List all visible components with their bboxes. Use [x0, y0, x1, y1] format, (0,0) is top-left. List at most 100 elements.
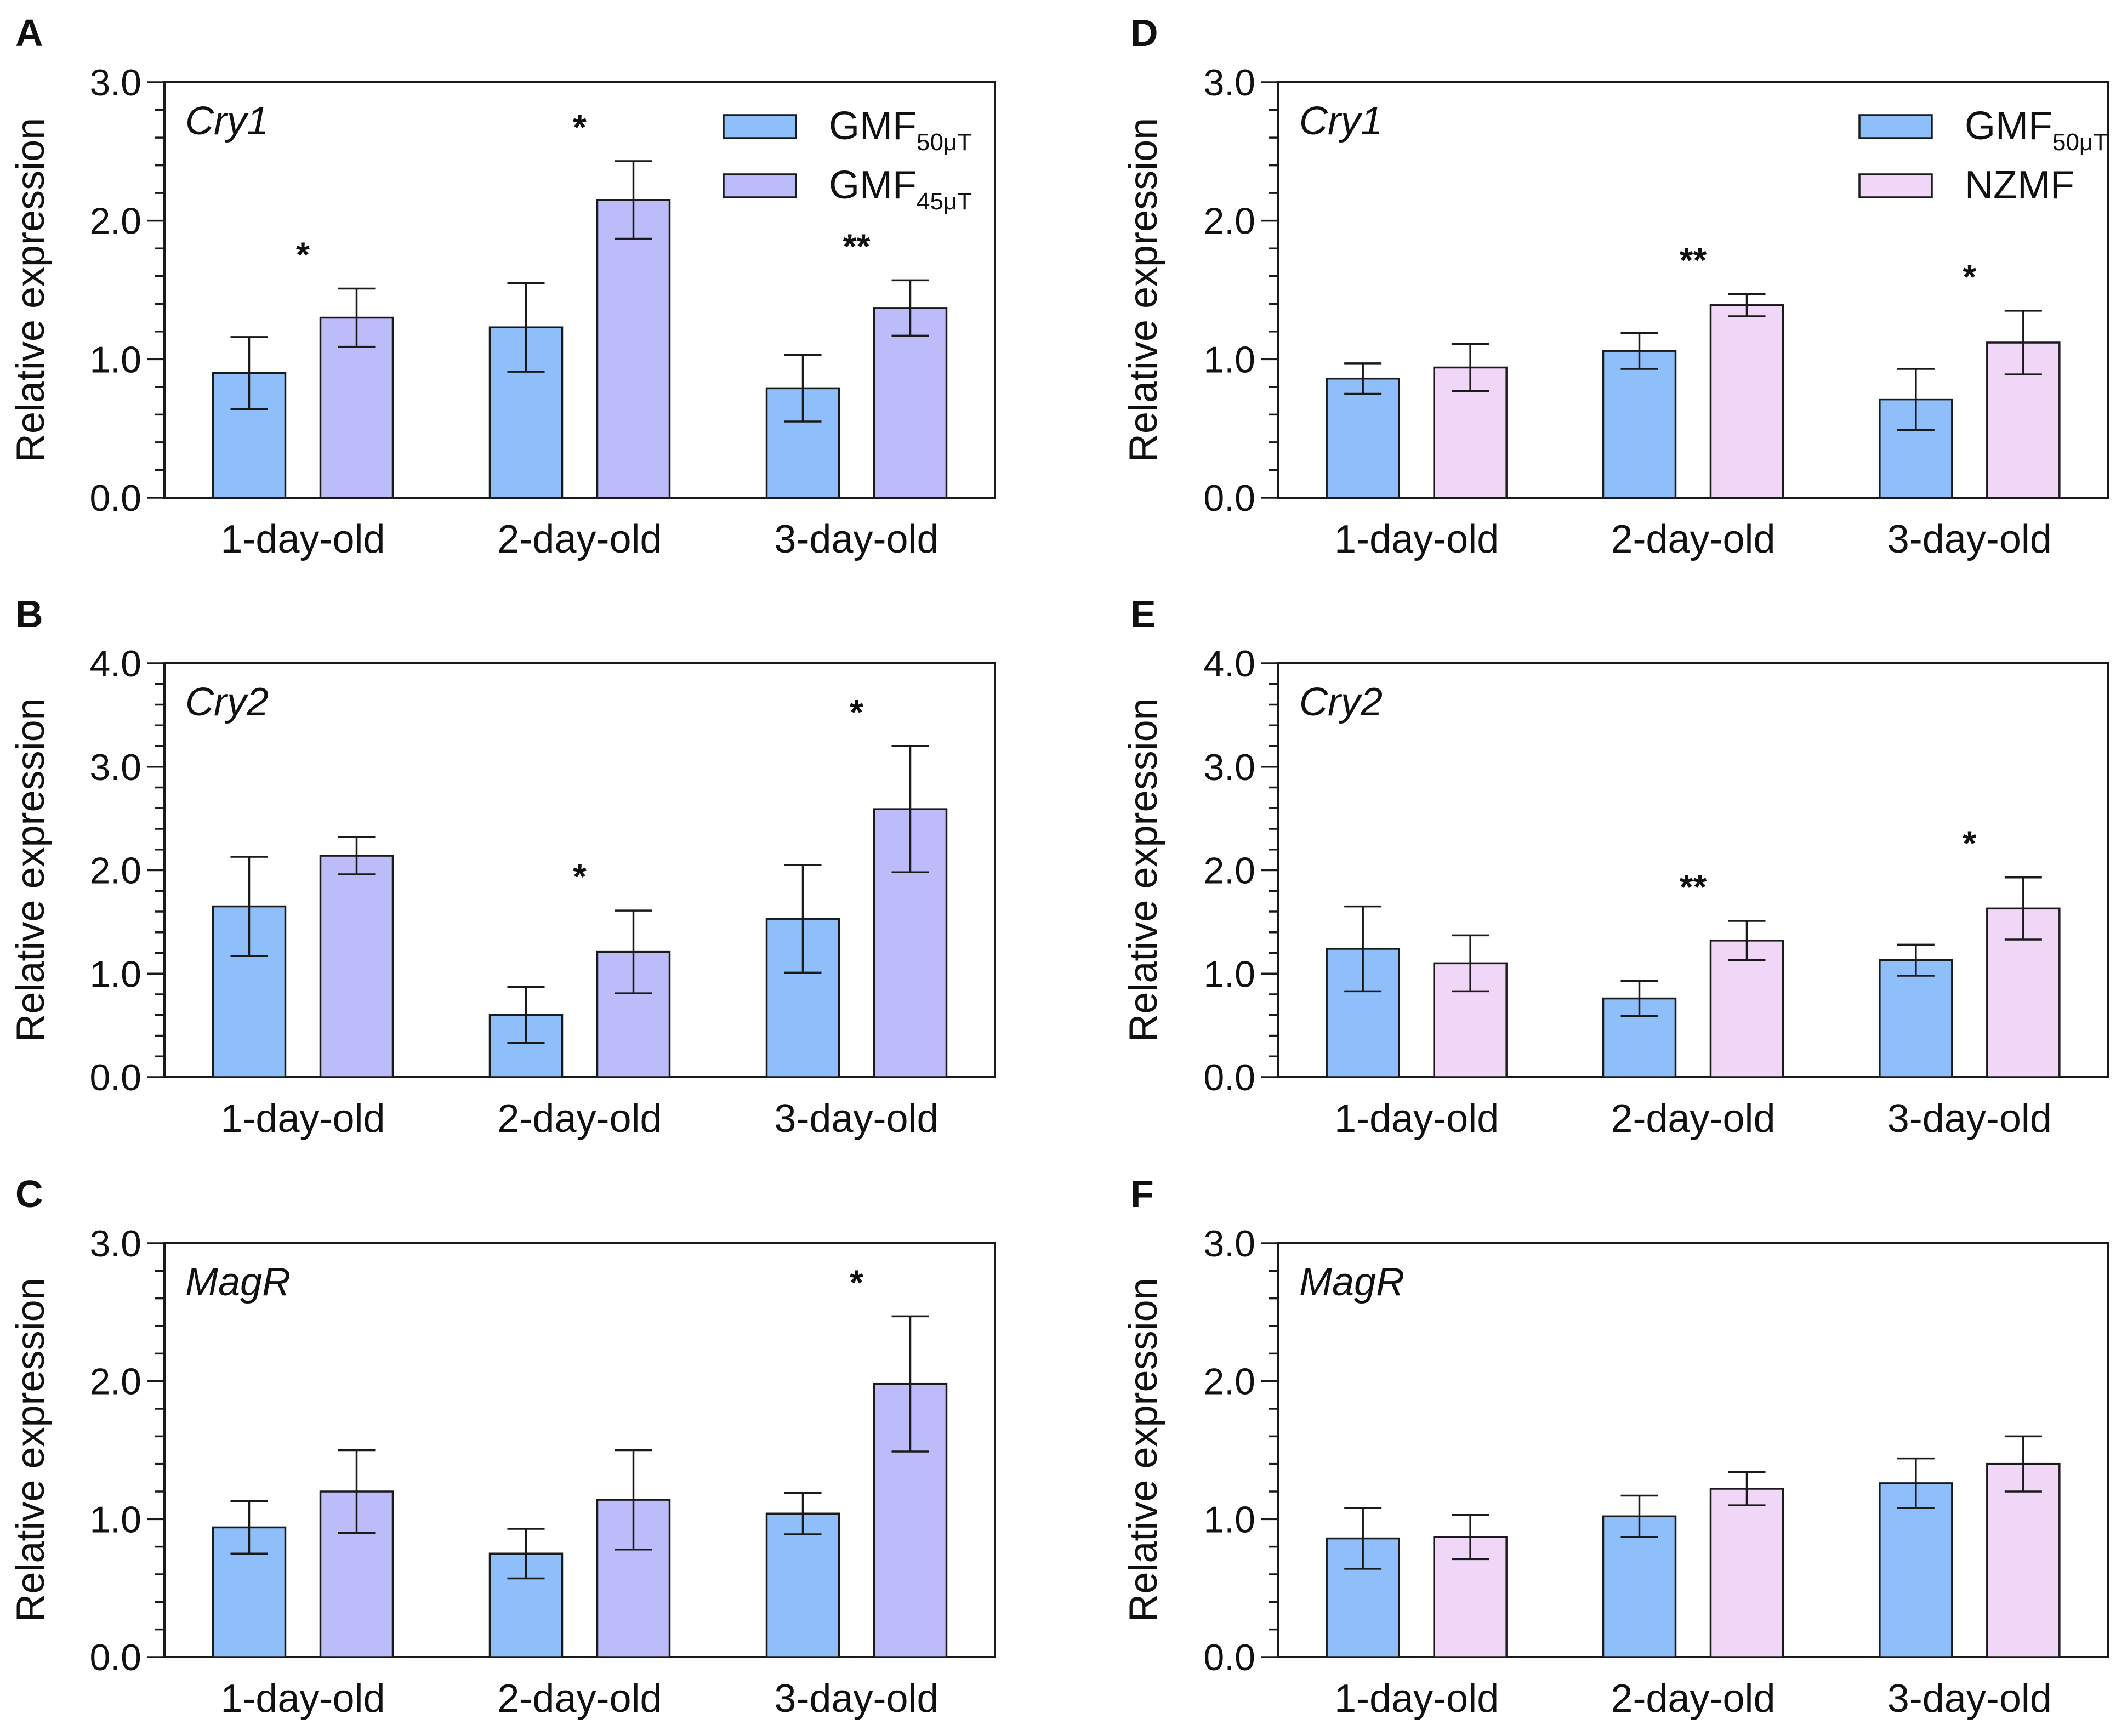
x-tick-label: 3-day-old	[1887, 1677, 2052, 1721]
legend-label: GMF50μT	[829, 104, 972, 156]
bar-gmf50	[1602, 350, 1677, 499]
y-tick-label: 1.0	[1203, 1499, 1255, 1540]
gene-label: MagR	[185, 1260, 291, 1304]
legend-label: GMF50μT	[1965, 104, 2108, 156]
legend-swatch-gmf45	[723, 173, 797, 198]
y-tick-label: 0.0	[1203, 1637, 1255, 1678]
bar-gmf45	[873, 307, 948, 499]
gene-label: Cry1	[1299, 99, 1383, 143]
x-tick-label: 3-day-old	[774, 517, 938, 561]
group-2-day-old: *	[488, 107, 671, 499]
gene-label: Cry2	[1299, 680, 1383, 724]
legend-name: GMF	[829, 163, 917, 207]
significance-marker: **	[1680, 241, 1707, 280]
significance-marker: *	[573, 107, 587, 147]
group-3-day-old: *	[1879, 257, 2061, 499]
y-tick-label: 0.0	[1203, 477, 1255, 519]
bar-gmf50	[1326, 377, 1400, 499]
bar-gmf50	[1879, 1482, 1953, 1658]
group-1-day-old	[1326, 343, 1508, 499]
gene-label: Cry1	[185, 99, 269, 143]
y-axis-label: Relative expression	[9, 1278, 53, 1622]
y-tick-label: 4.0	[1203, 643, 1255, 685]
y-tick-label: 2.0	[1203, 850, 1255, 892]
y-tick-label: 1.0	[89, 953, 141, 995]
y-tick-label: 1.0	[1203, 953, 1255, 995]
bar-gmf45	[319, 855, 394, 1078]
legend-name: NZMF	[1965, 163, 2074, 207]
significance-marker: *	[850, 692, 863, 732]
bar-nzmf	[1986, 1462, 2061, 1658]
plot-frame	[163, 81, 996, 499]
plot-frame	[1277, 1242, 2109, 1658]
bar-gmf50	[1879, 398, 1953, 499]
panel-letter: A	[15, 12, 43, 54]
y-tick-label: 4.0	[89, 643, 141, 685]
x-tick-label: 2-day-old	[1611, 1097, 1775, 1141]
y-tick-label: 2.0	[1203, 201, 1255, 242]
group-2-day-old: **	[1602, 241, 1784, 499]
x-tick-label: 3-day-old	[774, 1097, 938, 1141]
x-tick-label: 2-day-old	[1611, 1677, 1775, 1721]
y-tick-label: 2.0	[89, 1361, 141, 1403]
bar-nzmf	[1709, 940, 1784, 1078]
plot-frame	[1277, 81, 2109, 499]
panel-e: E 0.0 1.0 2.0 3.0 4.0 Relative expression Cry2 1…	[1122, 593, 2109, 1141]
x-tick-label: 1-day-old	[1334, 517, 1499, 561]
panel-d: D 0.0 1.0 2.0 3.0 Relative expression Cry1 1-da…	[1122, 12, 2109, 561]
group-1-day-old: *	[212, 235, 394, 499]
bar-gmf45	[596, 199, 671, 499]
x-tick-label: 1-day-old	[1334, 1677, 1499, 1721]
legend-name: GMF	[1965, 104, 2052, 148]
y-tick-label: 0.0	[1203, 1057, 1255, 1098]
panel-letter: D	[1130, 12, 1158, 54]
panel-b: B 0.0 1.0 2.0 3.0 4.0 Relative expression Cry2 1…	[9, 593, 996, 1141]
y-tick-label: 3.0	[89, 62, 141, 104]
group-2-day-old: **	[1602, 867, 1784, 1078]
x-tick-label: 1-day-old	[220, 1677, 385, 1721]
y-tick-label: 0.0	[89, 477, 141, 519]
y-axis-label: Relative expression	[1122, 698, 1165, 1042]
panel-letter: C	[15, 1172, 43, 1215]
group-1-day-old	[212, 1449, 394, 1658]
y-tick-label: 2.0	[1203, 1361, 1255, 1403]
y-tick-label: 1.0	[89, 1499, 141, 1540]
bar-gmf50	[212, 372, 287, 499]
group-3-day-old: *	[765, 692, 948, 1078]
y-tick-label: 3.0	[89, 747, 141, 788]
legend-subscript: 50μT	[2052, 129, 2108, 156]
group-3-day-old	[1879, 1435, 2061, 1658]
y-tick-label: 1.0	[89, 339, 141, 380]
bar-gmf50	[1602, 1515, 1677, 1658]
group-3-day-old: *	[765, 1262, 948, 1658]
bar-gmf50	[765, 918, 840, 1078]
legend-subscript: 45μT	[917, 188, 972, 215]
x-tick-label: 3-day-old	[1887, 517, 2052, 561]
panel-letter: B	[15, 593, 43, 635]
legend-label: NZMF	[1965, 163, 2074, 207]
panel-f: F 0.0 1.0 2.0 3.0 Relative expression MagR 1-da…	[1122, 1172, 2109, 1721]
x-tick-label: 3-day-old	[774, 1677, 938, 1721]
y-tick-label: 2.0	[89, 201, 141, 242]
y-tick-label: 2.0	[89, 850, 141, 892]
significance-marker: *	[1963, 824, 1976, 863]
legend-name: GMF	[829, 104, 917, 148]
bar-gmf50	[765, 1512, 840, 1658]
panel-a: A 0.0 1.0 2.0 3.0 Relative expression Cry1 * 1-d…	[9, 12, 996, 561]
plot-frame	[163, 1242, 996, 1658]
group-1-day-old	[1326, 1507, 1508, 1658]
group-2-day-old: *	[488, 857, 671, 1078]
significance-marker: **	[1680, 867, 1707, 907]
bar-gmf45	[319, 316, 394, 499]
significance-marker: **	[843, 226, 871, 266]
y-axis-label: Relative expression	[1122, 1278, 1165, 1622]
significance-marker: *	[850, 1262, 863, 1302]
panel-c: C 0.0 1.0 2.0 3.0 Relative expression MagR 1-da…	[9, 1172, 996, 1721]
y-axis-label: Relative expression	[9, 698, 53, 1042]
gene-label: MagR	[1299, 1260, 1404, 1304]
group-2-day-old	[488, 1449, 671, 1658]
y-axis-label: Relative expression	[9, 118, 53, 462]
legend-subscript: 50μT	[917, 129, 972, 156]
group-1-day-old	[212, 836, 394, 1078]
